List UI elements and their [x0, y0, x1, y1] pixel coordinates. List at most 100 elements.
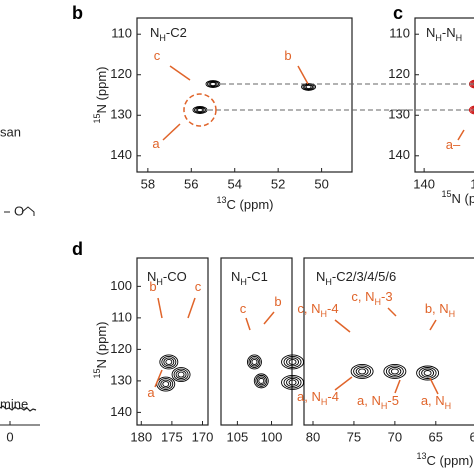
annotation: b — [274, 294, 281, 309]
text-part: 15 — [92, 113, 102, 123]
text-part: a, N — [421, 393, 445, 408]
spectrum-trace — [0, 405, 37, 412]
peak — [192, 106, 208, 114]
contour-line — [421, 368, 435, 378]
y-tick-label: 140 — [110, 404, 132, 419]
contour-line — [207, 80, 219, 88]
y-tick-label: 140 — [388, 147, 410, 162]
y-tick-label: 110 — [389, 26, 410, 41]
annotation: b — [149, 279, 156, 294]
contour-line — [247, 354, 262, 370]
contour-line — [471, 107, 474, 113]
annotation: c, NH-4 — [297, 301, 338, 319]
text-part: H — [435, 33, 442, 43]
text-part: N — [150, 25, 159, 40]
contour-line — [302, 83, 315, 91]
contour-line — [301, 82, 317, 91]
y-axis-label: 15N (ppm) — [92, 322, 109, 379]
contour-line — [305, 84, 312, 89]
text-part: 15 — [442, 189, 452, 199]
panel-title: NH-C2/3/4/5/6 — [316, 269, 396, 287]
contour-line — [256, 376, 266, 386]
contour-line — [173, 368, 189, 381]
text-part: H — [321, 309, 328, 319]
panel-letter: b — [72, 3, 83, 23]
text-part: b — [284, 48, 291, 63]
x-tick-label: 70 — [388, 429, 402, 444]
peak — [383, 363, 407, 379]
leader-line — [154, 369, 163, 388]
text-part: c, N — [351, 289, 374, 304]
contour-line — [171, 367, 191, 383]
contour-line — [158, 378, 174, 390]
contour-line — [208, 81, 218, 87]
text-part: H — [240, 277, 247, 287]
text-part: a — [147, 385, 155, 400]
x-tick-label: 50 — [314, 176, 328, 191]
contour-line — [281, 375, 304, 390]
text-part: N — [231, 269, 240, 284]
contour-line — [418, 367, 437, 379]
text-part: C (ppm) — [227, 197, 274, 212]
leader-line — [245, 317, 251, 331]
contour-line — [210, 81, 216, 87]
annotation: san — [0, 124, 21, 139]
text-part: c, N — [297, 301, 320, 316]
peak — [301, 82, 317, 91]
leader-line — [297, 65, 309, 85]
peak — [281, 354, 304, 370]
y-tick-label: 130 — [110, 372, 132, 387]
annotation: O — [14, 203, 24, 218]
contour-line — [288, 359, 297, 365]
contour-line — [288, 379, 297, 386]
annotation: b, NH — [425, 301, 455, 319]
contour-line — [248, 356, 261, 368]
contour-line — [160, 379, 172, 389]
x-tick-label: 180 — [130, 429, 152, 444]
contour-line — [423, 370, 432, 376]
annotation: b — [284, 48, 291, 63]
structure-bonds — [4, 206, 35, 216]
leader-line — [387, 307, 397, 317]
contour-line — [177, 371, 185, 378]
y-tick-label: 130 — [388, 107, 410, 122]
highlight-circle — [183, 93, 217, 127]
y-tick-label: 110 — [111, 26, 132, 41]
x-tick-label: 54 — [227, 176, 241, 191]
leader-line — [187, 297, 196, 319]
contour-line — [156, 376, 176, 392]
contour-line — [283, 376, 302, 389]
x-axis-label: 13C (ppm) — [417, 451, 474, 468]
contour-line — [258, 377, 265, 384]
y-tick-label: 110 — [111, 309, 132, 324]
contour-line — [251, 359, 258, 365]
plot-frame — [136, 257, 209, 426]
contour-line — [353, 365, 372, 378]
y-tick-label: 120 — [110, 341, 132, 356]
text-part: 13 — [217, 195, 227, 205]
plot-frame — [220, 257, 293, 426]
text-part: N — [147, 269, 156, 284]
x-tick-label: 175 — [161, 429, 183, 444]
panel-title: NH-CO — [147, 269, 187, 287]
panel-title: NH-C2 — [150, 25, 187, 43]
contour-line — [195, 107, 205, 113]
x-tick-label: 56 — [184, 176, 198, 191]
contour-line — [355, 366, 369, 376]
panel-title: NH-C1 — [231, 269, 268, 287]
x-tick-label: 65 — [429, 429, 443, 444]
y-tick-label: 120 — [388, 66, 410, 81]
x-tick-label: 170 — [192, 429, 214, 444]
text-part: a, N — [357, 393, 381, 408]
contour-line — [197, 107, 203, 113]
text-part: a, N — [297, 389, 321, 404]
panel-letter: c — [393, 3, 403, 23]
text-part: -4 — [327, 301, 339, 316]
peak — [416, 365, 440, 381]
text-part: c — [154, 48, 161, 63]
text-part: b — [274, 294, 281, 309]
text-part: a — [152, 136, 160, 151]
text-part: -CO — [163, 269, 187, 284]
peak — [350, 363, 374, 379]
text-part: -C1 — [247, 269, 268, 284]
